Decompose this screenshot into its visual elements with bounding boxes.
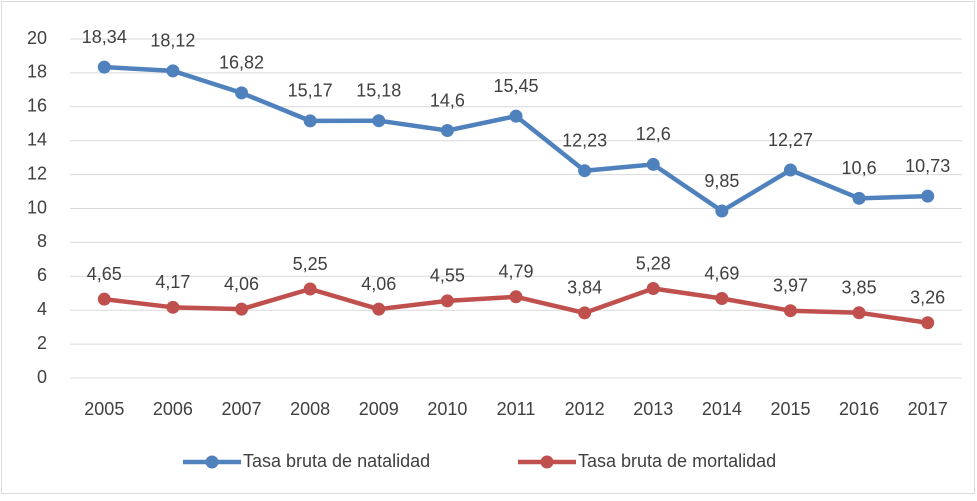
data-label: 15,17 xyxy=(288,81,333,101)
point xyxy=(440,124,454,138)
point xyxy=(166,64,180,78)
data-label: 4,79 xyxy=(498,262,533,282)
legend-label: Tasa bruta de mortalidad xyxy=(578,451,776,471)
point xyxy=(303,114,317,128)
x-tick-label: 2008 xyxy=(290,399,330,419)
legend-label: Tasa bruta de natalidad xyxy=(243,451,430,471)
y-tick-label: 2 xyxy=(37,333,47,353)
point xyxy=(372,302,386,316)
point xyxy=(783,304,797,318)
data-label: 5,28 xyxy=(636,253,671,273)
data-label: 3,97 xyxy=(773,275,808,295)
point xyxy=(166,300,180,314)
data-label: 9,85 xyxy=(704,171,739,191)
point xyxy=(97,292,111,306)
legend-marker xyxy=(205,455,219,469)
data-label: 5,25 xyxy=(293,254,328,274)
data-label: 12,6 xyxy=(636,124,671,144)
data-label: 12,23 xyxy=(562,130,607,150)
point xyxy=(852,306,866,320)
x-tick-label: 2011 xyxy=(497,399,536,419)
point xyxy=(509,290,523,304)
data-label: 4,55 xyxy=(430,266,465,286)
data-label: 14,6 xyxy=(430,90,465,110)
y-tick-label: 12 xyxy=(27,163,47,183)
data-label: 4,06 xyxy=(361,274,396,294)
point xyxy=(578,164,592,178)
point xyxy=(97,60,111,74)
point xyxy=(440,294,454,308)
data-label: 10,73 xyxy=(905,156,950,176)
point xyxy=(715,204,729,218)
data-label: 15,45 xyxy=(493,76,538,96)
x-tick-label: 2009 xyxy=(359,399,399,419)
data-label: 15,18 xyxy=(356,80,401,100)
point xyxy=(852,191,866,205)
x-tick-label: 2014 xyxy=(702,399,742,419)
point xyxy=(372,114,386,128)
x-tick-label: 2005 xyxy=(84,399,124,419)
x-tick-label: 2015 xyxy=(770,399,810,419)
data-label: 18,12 xyxy=(150,31,195,51)
point xyxy=(783,163,797,177)
point xyxy=(921,189,935,203)
point xyxy=(715,292,729,306)
x-tick-label: 2013 xyxy=(633,399,673,419)
y-tick-label: 0 xyxy=(37,367,47,387)
data-label: 4,65 xyxy=(87,264,122,284)
point xyxy=(235,302,249,316)
x-tick-label: 2012 xyxy=(565,399,605,419)
y-tick-label: 8 xyxy=(37,231,47,251)
y-tick-label: 14 xyxy=(27,129,47,149)
data-label: 12,27 xyxy=(768,130,813,150)
legend-marker xyxy=(540,455,554,469)
point xyxy=(646,157,660,171)
data-label: 3,85 xyxy=(842,277,877,297)
y-tick-label: 18 xyxy=(27,62,47,82)
y-tick-label: 10 xyxy=(27,197,47,217)
y-tick-label: 6 xyxy=(37,265,47,285)
point xyxy=(921,316,935,330)
y-tick-label: 20 xyxy=(27,28,47,48)
x-tick-label: 2016 xyxy=(839,399,879,419)
point xyxy=(578,306,592,320)
point xyxy=(646,282,660,296)
data-label: 3,84 xyxy=(567,278,602,298)
data-label: 4,17 xyxy=(155,272,190,292)
y-tick-label: 16 xyxy=(27,96,47,116)
point xyxy=(509,109,523,123)
point xyxy=(303,282,317,296)
x-tick-label: 2007 xyxy=(222,399,262,419)
data-label: 18,34 xyxy=(82,27,127,47)
y-tick-label: 4 xyxy=(37,299,47,319)
data-label: 4,06 xyxy=(224,274,259,294)
data-label: 16,82 xyxy=(219,53,264,73)
data-label: 3,26 xyxy=(910,287,945,307)
data-label: 10,6 xyxy=(842,158,877,178)
x-tick-label: 2017 xyxy=(908,399,948,419)
x-tick-label: 2010 xyxy=(427,399,467,419)
point xyxy=(235,86,249,100)
x-tick-label: 2006 xyxy=(153,399,193,419)
data-label: 4,69 xyxy=(704,263,739,283)
